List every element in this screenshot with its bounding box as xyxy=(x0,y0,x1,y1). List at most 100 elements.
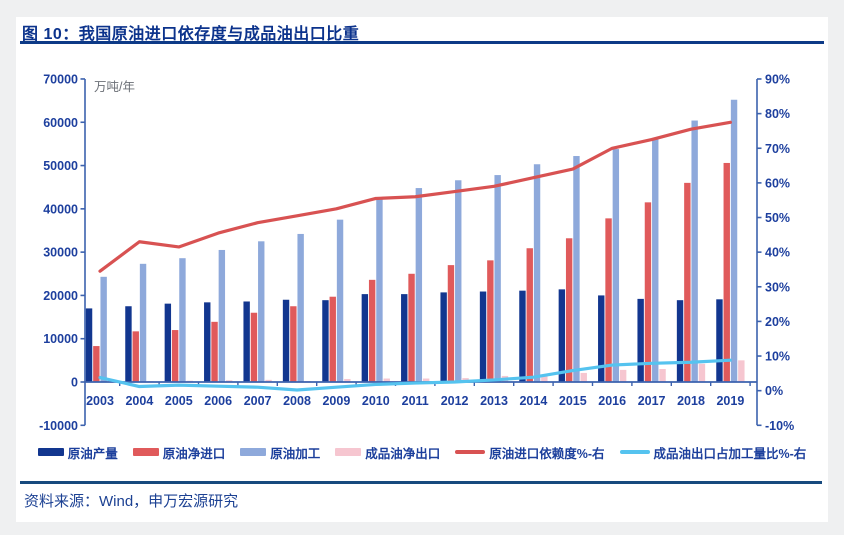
x-axis-year-label: 2015 xyxy=(559,394,587,408)
bar-crude-processing-2016 xyxy=(612,149,620,382)
right-axis-tick-label: 60% xyxy=(765,176,790,190)
bar-refined-net-export-2015 xyxy=(580,372,587,382)
bar-crude-processing-2013 xyxy=(494,175,501,382)
legend-label: 成品油净出口 xyxy=(365,446,441,461)
bar-crude-net-import-2015 xyxy=(565,238,573,382)
x-axis-year-label: 2003 xyxy=(86,394,114,408)
bar-crude-production-2010 xyxy=(361,294,369,382)
figure-card: 图 10：我国原油进口依存度与成品油出口比重 70000 60000 50000 40… xyxy=(16,17,828,522)
left-axis-tick-label: 50000 xyxy=(43,159,78,173)
bar-crude-processing-2005 xyxy=(179,258,186,382)
bar-crude-net-import-2012 xyxy=(447,265,455,382)
bar-crude-net-import-2008 xyxy=(290,306,297,382)
legend-label: 原油加工 xyxy=(270,446,321,461)
bar-crude-production-2017 xyxy=(637,298,644,382)
bar-crude-production-2012 xyxy=(440,292,447,382)
bar-crude-production-2004 xyxy=(125,306,132,382)
title-underline xyxy=(20,41,824,44)
left-axis-tick-label: 70000 xyxy=(43,72,78,86)
x-axis-year-label: 2013 xyxy=(480,394,508,408)
bar-crude-production-2008 xyxy=(282,299,290,382)
bar-crude-production-2016 xyxy=(598,295,605,382)
bar-crude-net-import-2009 xyxy=(329,296,336,382)
bar-crude-processing-2008 xyxy=(297,233,304,382)
legend-line-swatch xyxy=(455,450,486,454)
bar-refined-net-export-2018 xyxy=(698,363,706,382)
legend-item-export-to-processing-ratio: 成品油出口占加工量比%-右 xyxy=(619,443,807,462)
bar-crude-processing-2011 xyxy=(415,188,423,382)
bar-crude-net-import-2018 xyxy=(684,182,691,382)
bar-crude-processing-2017 xyxy=(652,139,659,382)
bar-refined-net-export-2011 xyxy=(422,378,430,382)
bar-crude-processing-2019 xyxy=(730,99,738,382)
legend-label: 原油进口依赖度%-右 xyxy=(489,446,605,461)
bar-crude-net-import-2010 xyxy=(368,279,376,382)
bar-crude-production-2005 xyxy=(164,303,172,382)
right-axis-tick-label: 0% xyxy=(765,384,783,398)
figure-title: 图 10：我国原油进口依存度与成品油出口比重 xyxy=(22,26,360,43)
bar-crude-net-import-2006 xyxy=(211,321,218,382)
legend-item-crude-net-import: 原油净进口 xyxy=(132,443,226,462)
legend-label: 成品油出口占加工量比%-右 xyxy=(653,446,807,461)
line-import-dependency xyxy=(98,120,733,273)
right-axis-tick-label: 70% xyxy=(765,142,790,156)
bar-series-crude-net-import xyxy=(93,162,730,382)
legend-label: 原油净进口 xyxy=(162,446,226,461)
legend-line-swatch xyxy=(619,450,650,454)
bar-refined-net-export-2016 xyxy=(619,369,627,382)
chart-legend: 原油产量 原油净进口 原油加工 成品油净出口 原油进口依赖度%-右 成品油出口占加工量比%… xyxy=(16,441,828,463)
x-axis-year-label: 2017 xyxy=(638,394,666,408)
left-axis-tick-label: 30000 xyxy=(43,246,78,260)
bar-crude-processing-2009 xyxy=(336,219,344,382)
bar-crude-production-2011 xyxy=(401,294,408,382)
left-axis-tick-label: 60000 xyxy=(43,116,78,130)
right-axis-tick-label: 50% xyxy=(765,211,790,225)
left-axis-tick-label: 0 xyxy=(71,376,78,390)
bar-crude-processing-2004 xyxy=(139,263,147,382)
bar-series-crude-processing xyxy=(100,99,738,383)
bar-crude-net-import-2016 xyxy=(605,218,612,382)
x-axis-year-label: 2009 xyxy=(322,394,350,408)
x-axis-year-label: 2008 xyxy=(283,394,311,408)
left-axis-unit-label: 万吨/年 xyxy=(94,80,135,94)
x-axis-year-label: 2011 xyxy=(402,394,429,408)
left-axis-tick-label: 20000 xyxy=(43,289,78,303)
left-axis-tick-label: -10000 xyxy=(39,419,78,433)
x-axis-year-label: 2010 xyxy=(362,394,390,408)
bar-crude-net-import-2007 xyxy=(250,312,258,382)
x-axis-year-label: 2004 xyxy=(125,394,153,408)
left-axis-tick-label: 40000 xyxy=(43,202,78,216)
bottom-rule xyxy=(20,481,822,484)
bar-crude-production-2007 xyxy=(243,301,250,382)
legend-item-crude-processing: 原油加工 xyxy=(240,443,320,462)
legend-item-refined-net-export: 成品油净出口 xyxy=(335,443,440,462)
bar-crude-processing-2003 xyxy=(100,276,107,382)
bar-crude-processing-2007 xyxy=(258,241,265,382)
x-axis-year-label: 2016 xyxy=(598,394,626,408)
legend-item-crude-production: 原油产量 xyxy=(37,443,118,462)
bar-crude-production-2019 xyxy=(716,299,723,382)
bar-refined-net-export-2019 xyxy=(738,360,745,382)
bar-crude-net-import-2013 xyxy=(487,260,494,382)
legend-bar-swatch xyxy=(335,448,362,456)
bar-crude-net-import-2014 xyxy=(526,248,533,382)
legend-bar-swatch xyxy=(132,448,159,456)
left-axis-tick-label: 10000 xyxy=(43,332,78,346)
bar-refined-net-export-2009 xyxy=(344,378,351,382)
bar-crude-net-import-2011 xyxy=(408,273,415,382)
x-axis-year-label: 2007 xyxy=(244,394,272,408)
right-axis-tick-label: 10% xyxy=(765,350,790,364)
bar-crude-processing-2006 xyxy=(218,249,226,382)
bar-crude-net-import-2004 xyxy=(132,331,139,382)
x-axis-year-label: 2014 xyxy=(519,394,547,408)
bar-crude-net-import-2017 xyxy=(644,202,652,382)
legend-item-import-dependency: 原油进口依赖度%-右 xyxy=(455,443,605,462)
bar-crude-production-2009 xyxy=(322,300,329,382)
bar-series-crude-production xyxy=(85,289,723,382)
bar-crude-production-2015 xyxy=(558,289,566,382)
legend-bar-swatch xyxy=(37,448,64,456)
right-axis-tick-label: 40% xyxy=(765,246,790,260)
right-axis-tick-label: 20% xyxy=(765,315,790,329)
x-axis-year-label: 2012 xyxy=(441,394,469,408)
bar-refined-net-export-2014 xyxy=(541,375,548,382)
